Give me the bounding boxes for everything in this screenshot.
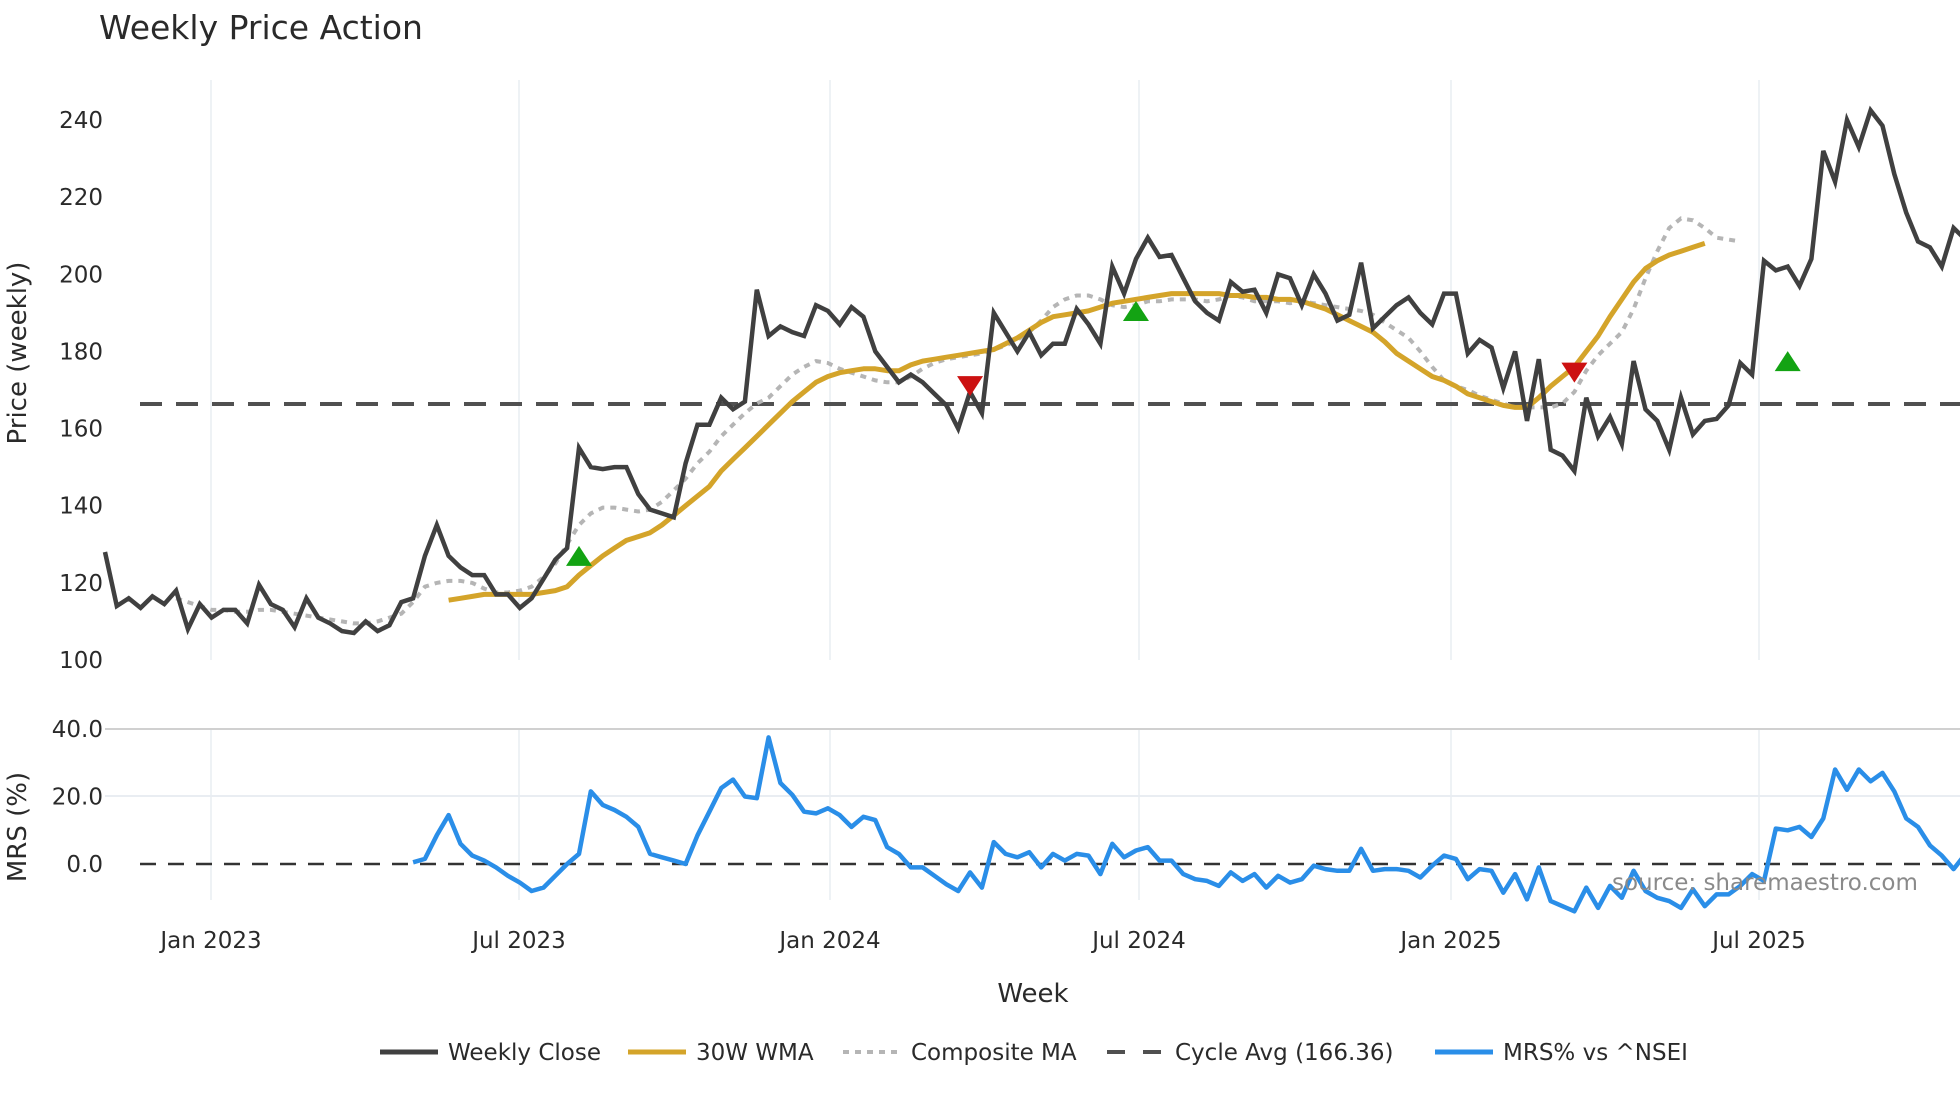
buy-signal-triangle-icon [566,545,592,566]
mrs-y-tick: 0.0 [66,852,103,878]
x-tick-label: Jan 2024 [777,928,880,954]
price-series-group [102,105,1960,636]
price-y-tick: 220 [59,185,103,211]
sell-signal-triangle-icon [957,376,984,397]
legend-label: Composite MA [911,1040,1077,1066]
mrs-y-tick: 40.0 [52,717,103,743]
x-axis-ticks: Jan 2023 Jul 2023 Jan 2024 Jul 2024 Jan 2025… [158,928,1805,954]
mrs-y-axis-label: MRS (%) [3,772,33,882]
x-axis-label: Week [997,979,1068,1009]
price-y-tick: 140 [59,494,103,520]
price-y-axis-ticks: 100 120 140 160 180 200 220 240 [59,108,103,674]
price-y-tick: 100 [59,648,103,674]
legend: Weekly Close 30W WMA Composite MA Cycle Avg… [380,1040,1688,1066]
composite-ma-line [175,216,1741,626]
mrs-series-group [140,735,1960,914]
price-gridlines [210,80,1760,660]
price-y-tick: 200 [59,262,103,288]
mrs-y-tick: 20.0 [52,785,103,811]
source-watermark: source: sharemaestro.com [1612,870,1918,896]
price-y-tick: 240 [59,108,103,134]
legend-label: 30W WMA [696,1040,814,1066]
legend-item-cycle: Cycle Avg (166.36) [1107,1040,1394,1066]
x-tick-label: Jul 2024 [1090,928,1186,954]
mrs-gridlines [105,728,1960,900]
buy-signal-triangle-icon [1774,351,1801,372]
weekly-close-line [102,105,1960,636]
x-tick-label: Jan 2025 [1398,928,1501,954]
mrs-y-axis-ticks: 0.0 20.0 40.0 [52,717,103,878]
price-y-axis-label: Price (weekly) [3,262,33,445]
price-y-tick: 160 [59,417,103,443]
legend-label: Weekly Close [448,1040,601,1066]
x-tick-label: Jul 2025 [1710,928,1806,954]
legend-item-close: Weekly Close [380,1040,601,1066]
price-y-tick: 180 [59,339,103,365]
legend-label: MRS% vs ^NSEI [1503,1040,1688,1066]
legend-item-composite: Composite MA [843,1040,1077,1066]
legend-item-mrs: MRS% vs ^NSEI [1435,1040,1688,1066]
sell-signal-triangle-icon [1561,362,1588,383]
legend-label: Cycle Avg (166.36) [1175,1040,1394,1066]
x-tick-label: Jan 2023 [158,928,261,954]
x-tick-label: Jul 2023 [470,928,566,954]
legend-item-wma: 30W WMA [628,1040,814,1066]
chart-title: Weekly Price Action [99,8,423,47]
mrs-line [412,735,1960,914]
signal-markers [566,300,1801,566]
price-y-tick: 120 [59,571,103,597]
buy-signal-triangle-icon [1122,300,1149,321]
